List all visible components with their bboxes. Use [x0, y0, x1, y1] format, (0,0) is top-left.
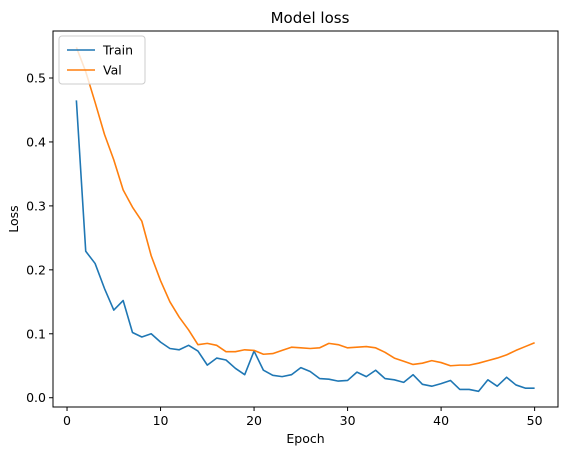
- y-tick-label: 0.5: [26, 71, 46, 86]
- plot-frame: [52, 30, 559, 408]
- x-tick-label: 40: [433, 413, 449, 428]
- y-axis-title: Loss: [6, 205, 21, 232]
- lines-layer: [75, 47, 535, 393]
- legend: Train Val: [58, 35, 146, 85]
- chart-title: Model loss: [271, 9, 350, 27]
- y-tick-label: 0.2: [26, 262, 46, 277]
- x-tick-label: 30: [340, 413, 356, 428]
- series-line-train: [75, 100, 535, 393]
- legend-box: [58, 35, 146, 85]
- y-tick-label: 0.3: [26, 198, 46, 213]
- series-line-val: [75, 47, 535, 367]
- x-tick-label: 50: [527, 413, 543, 428]
- legend-label-train: Train: [102, 43, 133, 58]
- y-tick-label: 0.1: [26, 326, 46, 341]
- ticks-layer: 0 10 20 30 40 50 0.0 0.1 0.2 0.3 0.4 0.5: [26, 71, 543, 429]
- x-tick-label: 0: [63, 413, 71, 428]
- y-tick-label: 0.4: [26, 134, 46, 149]
- x-tick-label: 10: [153, 413, 169, 428]
- x-tick-label: 20: [246, 413, 262, 428]
- legend-label-val: Val: [103, 63, 122, 78]
- series-points-train: [76, 100, 535, 392]
- x-axis-title: Epoch: [286, 431, 324, 446]
- y-tick-label: 0.0: [26, 390, 46, 405]
